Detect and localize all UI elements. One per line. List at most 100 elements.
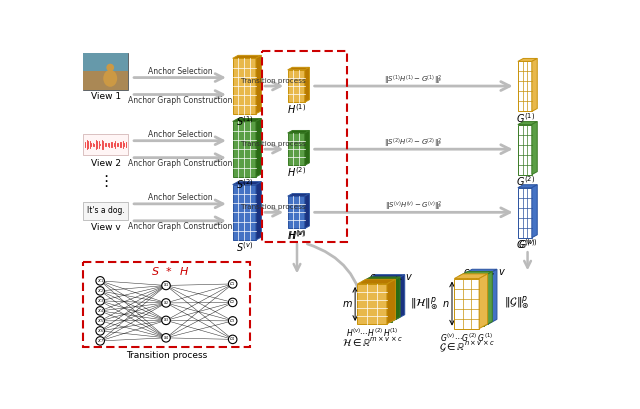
Polygon shape — [233, 58, 256, 114]
Text: $G^{(2)}$: $G^{(2)}$ — [516, 174, 535, 188]
Text: $x_7$: $x_7$ — [97, 337, 104, 345]
Text: $c_4$: $c_4$ — [229, 335, 236, 343]
Polygon shape — [479, 274, 488, 328]
Circle shape — [228, 317, 237, 325]
Text: $G^{(v)}$: $G^{(v)}$ — [518, 237, 537, 251]
Text: $S^{(v)}$: $S^{(v)}$ — [236, 240, 254, 254]
Text: $x_6$: $x_6$ — [97, 327, 104, 335]
Text: $m$: $m$ — [342, 299, 353, 309]
Text: It's a dog.: It's a dog. — [86, 206, 124, 215]
Polygon shape — [233, 182, 261, 184]
Polygon shape — [454, 279, 479, 328]
Polygon shape — [288, 70, 305, 102]
Polygon shape — [288, 133, 305, 165]
Text: $s_1$: $s_1$ — [163, 281, 169, 290]
Text: $c_2$: $c_2$ — [229, 299, 236, 306]
Text: $s_4$: $s_4$ — [163, 334, 169, 342]
Polygon shape — [518, 124, 532, 175]
Text: $G^{(v)}$: $G^{(v)}$ — [516, 237, 535, 251]
Text: ⋮: ⋮ — [98, 174, 113, 189]
Text: View 1: View 1 — [90, 92, 120, 101]
Text: $x_5$: $x_5$ — [97, 317, 104, 325]
Text: Transition process: Transition process — [241, 141, 306, 147]
Polygon shape — [396, 275, 404, 319]
Polygon shape — [367, 279, 396, 319]
Text: $H^{(v)}$: $H^{(v)}$ — [287, 229, 307, 242]
Polygon shape — [392, 277, 400, 321]
Bar — [83, 134, 128, 155]
Polygon shape — [532, 121, 537, 175]
Text: $c_3$: $c_3$ — [229, 317, 236, 325]
Polygon shape — [463, 269, 497, 274]
Text: $s_3$: $s_3$ — [163, 317, 169, 324]
Text: Anchor Selection: Anchor Selection — [148, 193, 212, 202]
Ellipse shape — [103, 70, 117, 87]
Polygon shape — [288, 67, 309, 70]
Text: $v$: $v$ — [405, 272, 413, 282]
Text: $c$: $c$ — [463, 267, 470, 276]
Polygon shape — [484, 272, 492, 326]
Text: $H^{(1)}$: $H^{(1)}$ — [287, 102, 306, 116]
Circle shape — [162, 316, 170, 325]
Text: $n$: $n$ — [442, 299, 450, 308]
Text: $s_2$: $s_2$ — [163, 299, 169, 307]
Text: $\|\mathcal{G}\|_{\circledast}^p$: $\|\mathcal{G}\|_{\circledast}^p$ — [504, 295, 529, 312]
Polygon shape — [305, 193, 309, 229]
Polygon shape — [305, 130, 309, 165]
Text: $S$  $*$  $H$: $S$ $*$ $H$ — [150, 265, 189, 277]
Polygon shape — [463, 274, 488, 324]
Text: View 2: View 2 — [91, 159, 120, 168]
Polygon shape — [256, 55, 261, 114]
Circle shape — [228, 298, 237, 307]
Text: $G^{(1)}$: $G^{(1)}$ — [516, 111, 535, 124]
Text: Transition process: Transition process — [126, 351, 207, 360]
Ellipse shape — [106, 64, 114, 72]
Polygon shape — [518, 61, 532, 111]
Polygon shape — [518, 121, 537, 124]
Polygon shape — [518, 185, 537, 188]
Polygon shape — [518, 188, 532, 238]
Text: Transition process: Transition process — [241, 204, 306, 210]
Text: $\|S^{(v)} H^{(v)} - G^{(v)}\|_F^2$: $\|S^{(v)} H^{(v)} - G^{(v)}\|_F^2$ — [385, 200, 442, 213]
Bar — [83, 53, 128, 90]
Text: $G^{(v)}\cdots G^{(2)}\,G^{(1)}$: $G^{(v)}\cdots G^{(2)}\,G^{(1)}$ — [440, 332, 493, 344]
Polygon shape — [459, 272, 492, 276]
Polygon shape — [233, 119, 261, 121]
Circle shape — [162, 334, 170, 342]
Text: $H^{(v)}$: $H^{(v)}$ — [287, 229, 306, 242]
Text: Anchor Selection: Anchor Selection — [148, 130, 212, 139]
Circle shape — [96, 327, 104, 335]
Polygon shape — [367, 275, 404, 279]
Text: View v: View v — [91, 223, 120, 232]
Circle shape — [96, 287, 104, 295]
Circle shape — [96, 307, 104, 315]
Polygon shape — [233, 55, 261, 58]
Text: Transition process: Transition process — [241, 78, 306, 84]
Text: $S^{(2)}$: $S^{(2)}$ — [236, 177, 254, 191]
Text: $x_2$: $x_2$ — [97, 287, 104, 295]
Text: $c$: $c$ — [369, 272, 376, 282]
Circle shape — [96, 317, 104, 325]
Polygon shape — [518, 58, 537, 61]
Text: $\mathcal{H}\in\mathbb{R}^{m\times v\times c}$: $\mathcal{H}\in\mathbb{R}^{m\times v\tim… — [342, 336, 403, 349]
Polygon shape — [358, 284, 387, 324]
Text: Anchor Graph Construction: Anchor Graph Construction — [128, 96, 232, 105]
Polygon shape — [387, 279, 396, 324]
Circle shape — [96, 276, 104, 285]
Polygon shape — [362, 282, 392, 321]
Polygon shape — [288, 196, 305, 229]
Text: $H^{(v)}\cdots H^{(2)}\,H^{(1)}$: $H^{(v)}\cdots H^{(2)}\,H^{(1)}$ — [346, 327, 399, 339]
Polygon shape — [532, 58, 537, 111]
Polygon shape — [459, 276, 484, 326]
Text: $\mathcal{G}\in\mathbb{R}^{n\times v\times c}$: $\mathcal{G}\in\mathbb{R}^{n\times v\tim… — [438, 340, 495, 354]
Text: $x_1$: $x_1$ — [97, 277, 104, 285]
Text: $S^{(1)}$: $S^{(1)}$ — [236, 114, 254, 128]
Text: Anchor Graph Construction: Anchor Graph Construction — [128, 160, 232, 169]
Text: $\|\mathcal{H}\|_{\circledast}^p$: $\|\mathcal{H}\|_{\circledast}^p$ — [410, 295, 438, 313]
Polygon shape — [532, 185, 537, 238]
Polygon shape — [488, 269, 497, 324]
Polygon shape — [256, 182, 261, 240]
Circle shape — [228, 280, 237, 288]
Circle shape — [162, 299, 170, 307]
Text: Anchor Graph Construction: Anchor Graph Construction — [128, 222, 232, 231]
